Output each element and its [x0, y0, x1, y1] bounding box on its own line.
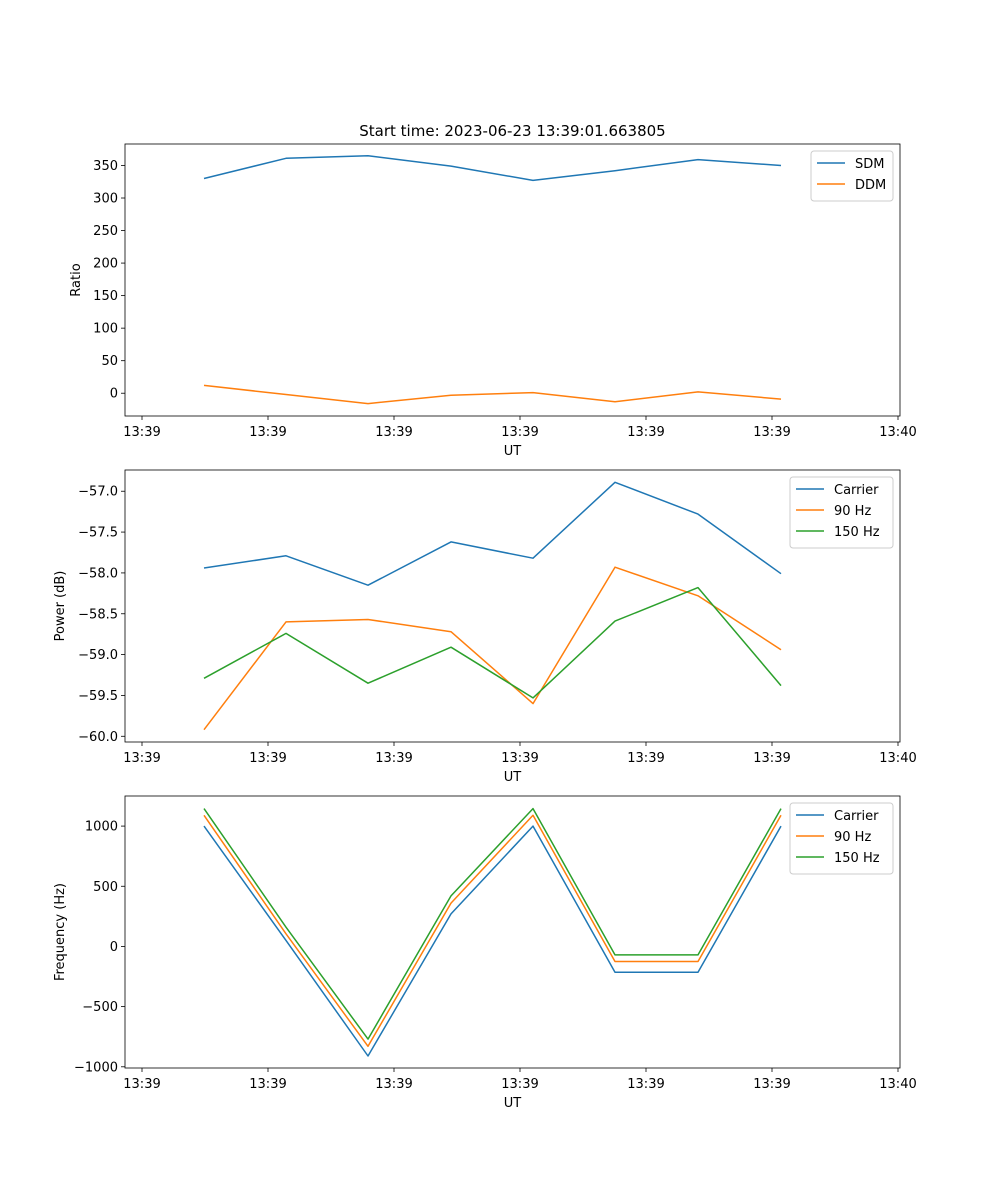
- y-tick-label: −57.0: [78, 485, 118, 500]
- axes-frame: [124, 795, 901, 1069]
- y-tick-label: −58.5: [78, 607, 118, 622]
- y-tick-label: −500: [82, 1000, 118, 1015]
- y-tick-label: −60.0: [78, 730, 118, 745]
- y-tick-label: −57.5: [78, 526, 118, 541]
- legend-label: 90 Hz: [834, 830, 871, 845]
- y-tick-label: 250: [93, 224, 118, 239]
- y-tick-label: −58.0: [78, 566, 118, 581]
- subplot-3: 13:39 13:39 13:39 13:39 13:39 13:39 13:40 −1000…: [53, 795, 917, 1111]
- y-tick-label: −59.0: [78, 648, 118, 663]
- x-tick-label: 13:39: [753, 425, 790, 440]
- y-axis-label: Ratio: [69, 263, 84, 296]
- y-tick-label: 200: [93, 257, 118, 272]
- legend-label: 150 Hz: [834, 525, 880, 540]
- legend: SDM DDM: [810, 150, 894, 202]
- series-line-150-hz: [203, 586, 782, 699]
- series-line-ddm: [203, 384, 782, 405]
- x-tick-label: 13:39: [123, 1077, 160, 1092]
- x-tick-label: 13:40: [879, 751, 916, 766]
- series-line-carrier: [203, 825, 782, 1057]
- y-tick-label: 100: [93, 322, 118, 337]
- x-tick-label: 13:39: [375, 1077, 412, 1092]
- x-tick-label: 13:39: [249, 425, 286, 440]
- x-axis-label: UT: [504, 444, 522, 459]
- x-tick-label: 13:39: [375, 751, 412, 766]
- y-tick-label: 350: [93, 159, 118, 174]
- y-tick-label: 150: [93, 289, 118, 304]
- legend-label: Carrier: [834, 809, 879, 824]
- y-tick-label: 500: [93, 880, 118, 895]
- y-tick-label: −1000: [74, 1060, 118, 1075]
- x-axis-label: UT: [504, 770, 522, 785]
- y-tick-label: −59.5: [78, 689, 118, 704]
- x-tick-label: 13:39: [501, 751, 538, 766]
- y-tick-label: 1000: [85, 820, 118, 835]
- x-tick-label: 13:39: [501, 1077, 538, 1092]
- legend-label: 150 Hz: [834, 851, 880, 866]
- x-tick-label: 13:40: [879, 425, 916, 440]
- x-tick-label: 13:39: [249, 1077, 286, 1092]
- x-tick-label: 13:39: [501, 425, 538, 440]
- x-tick-label: 13:39: [627, 425, 664, 440]
- x-tick-label: 13:39: [627, 1077, 664, 1092]
- series-line-150-hz: [203, 807, 782, 1040]
- y-tick-label: 50: [101, 354, 118, 369]
- legend: Carrier 90 Hz 150 Hz: [789, 476, 894, 549]
- y-axis-label: Frequency (Hz): [53, 883, 68, 981]
- subplots: 13:39 13:39 13:39 13:39 13:39 13:39 13:40 0 50 10…: [53, 143, 917, 1111]
- legend-label: DDM: [855, 178, 886, 193]
- x-axis-label: UT: [504, 1096, 522, 1111]
- y-tick-label: 0: [110, 940, 118, 955]
- axes-frame: [124, 469, 901, 743]
- x-tick-label: 13:39: [249, 751, 286, 766]
- x-tick-label: 13:39: [627, 751, 664, 766]
- x-tick-label: 13:40: [879, 1077, 916, 1092]
- series-line-90-hz: [203, 814, 782, 1048]
- legend-label: Carrier: [834, 483, 879, 498]
- x-tick-label: 13:39: [123, 425, 160, 440]
- x-tick-label: 13:39: [753, 751, 790, 766]
- series-line-90-hz: [203, 566, 782, 731]
- series-line-carrier: [203, 481, 782, 586]
- x-tick-label: 13:39: [753, 1077, 790, 1092]
- x-tick-label: 13:39: [123, 751, 160, 766]
- legend-label: 90 Hz: [834, 504, 871, 519]
- y-tick-label: 0: [110, 387, 118, 402]
- series-line-sdm: [203, 154, 782, 182]
- y-axis-label: Power (dB): [53, 571, 68, 642]
- axes-frame: [124, 143, 901, 417]
- figure-title: Start time: 2023-06-23 13:39:01.663805: [359, 122, 665, 140]
- y-tick-label: 300: [93, 192, 118, 207]
- legend: Carrier 90 Hz 150 Hz: [789, 802, 894, 875]
- subplot-2: 13:39 13:39 13:39 13:39 13:39 13:39 13:40 −60.0…: [53, 469, 917, 785]
- subplot-1: 13:39 13:39 13:39 13:39 13:39 13:39 13:40 0 50 10…: [69, 143, 917, 459]
- legend-label: SDM: [855, 157, 884, 172]
- x-tick-label: 13:39: [375, 425, 412, 440]
